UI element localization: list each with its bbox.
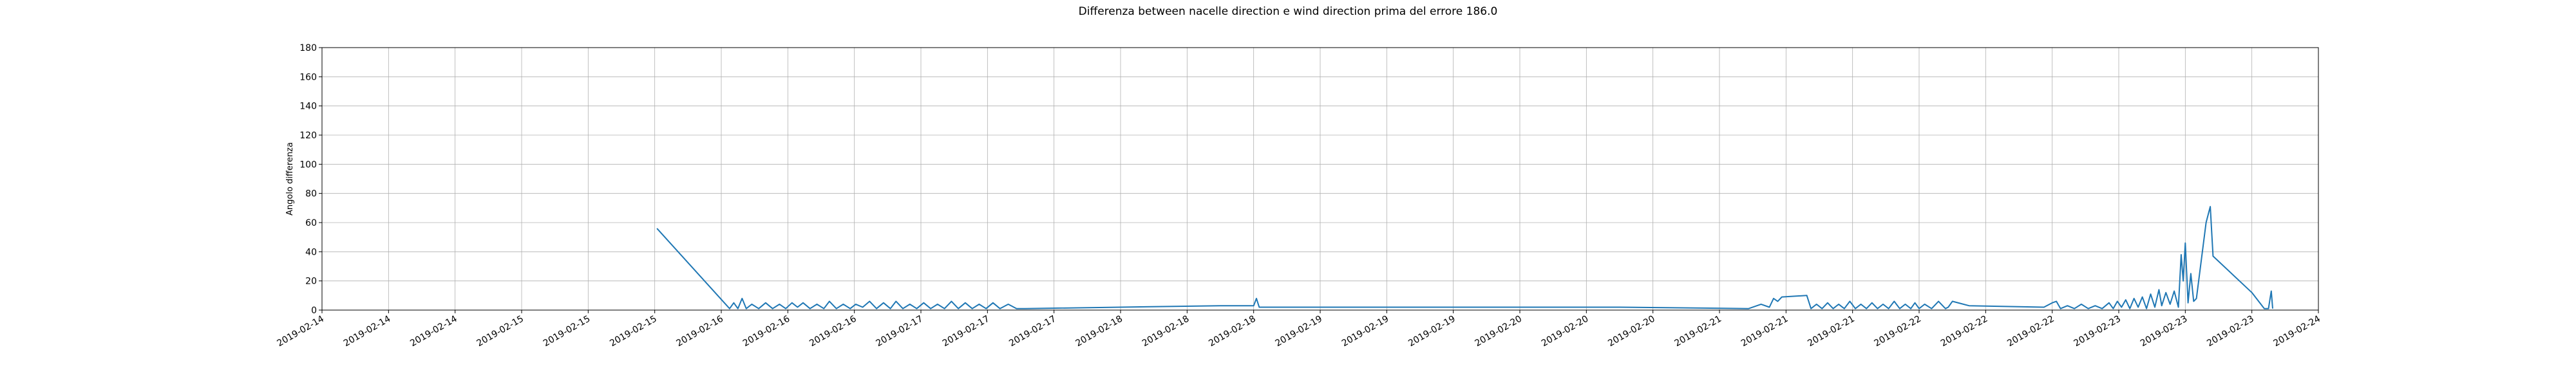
y-tick-label: 140 — [299, 102, 317, 112]
x-tick-label: 2019-02-21 — [1739, 314, 1790, 349]
y-tick-label: 80 — [305, 189, 317, 199]
y-axis-label: Angolo differenza — [285, 142, 295, 216]
y-tick-label: 0 — [311, 306, 317, 316]
y-tick-label: 120 — [299, 131, 317, 141]
x-tick-label: 2019-02-21 — [1673, 314, 1723, 349]
y-tick-label: 100 — [299, 160, 317, 170]
x-tick-label: 2019-02-23 — [2072, 314, 2123, 349]
y-tick-label: 60 — [305, 218, 317, 228]
series-group — [656, 206, 2273, 309]
x-tick-label: 2019-02-16 — [808, 314, 858, 349]
x-tick-label: 2019-02-20 — [1473, 314, 1524, 349]
y-axis-ticks: 0 20 40 60 80 100 120 140 160 180 — [299, 43, 322, 316]
x-tick-label: 2019-02-18 — [1074, 314, 1124, 349]
x-tick-label: 2019-02-22 — [2005, 314, 2056, 349]
x-tick-label: 2019-02-17 — [875, 314, 925, 349]
x-tick-label: 2019-02-15 — [475, 314, 526, 349]
x-tick-label: 2019-02-15 — [608, 314, 658, 349]
y-tick-label: 180 — [299, 43, 317, 53]
x-tick-label: 2019-02-22 — [1939, 314, 1989, 349]
x-tick-label: 2019-02-20 — [1606, 314, 1656, 349]
x-axis-ticks: 2019-02-14 2019-02-14 2019-02-14 2019-02-15… — [276, 310, 2323, 349]
x-tick-label: 2019-02-20 — [1540, 314, 1590, 349]
plot-frame — [321, 47, 2319, 311]
x-tick-label: 2019-02-19 — [1340, 314, 1390, 349]
grid — [321, 47, 2319, 311]
x-tick-label: 2019-02-23 — [2205, 314, 2255, 349]
y-tick-label: 160 — [299, 72, 317, 82]
x-tick-label: 2019-02-19 — [1406, 314, 1457, 349]
x-tick-label: 2019-02-17 — [941, 314, 991, 349]
chart-title: Differenza between nacelle direction e w… — [1079, 5, 1498, 18]
x-tick-label: 2019-02-21 — [1806, 314, 1856, 349]
x-tick-label: 2019-02-15 — [542, 314, 592, 349]
y-tick-label: 40 — [305, 247, 317, 257]
x-tick-label: 2019-02-22 — [1873, 314, 1923, 349]
y-tick-label: 20 — [305, 277, 317, 287]
x-tick-label: 2019-02-14 — [408, 314, 459, 349]
x-tick-label: 2019-02-16 — [675, 314, 726, 349]
x-tick-label: 2019-02-17 — [1007, 314, 1057, 349]
x-tick-label: 2019-02-19 — [1274, 314, 1324, 349]
x-tick-label: 2019-02-24 — [2272, 314, 2323, 349]
x-tick-label: 2019-02-14 — [276, 314, 327, 349]
x-tick-label: 2019-02-23 — [2139, 314, 2189, 349]
x-tick-label: 2019-02-14 — [342, 314, 393, 349]
x-tick-label: 2019-02-18 — [1141, 314, 1191, 349]
series-line — [656, 206, 2273, 309]
x-tick-label: 2019-02-18 — [1207, 314, 1257, 349]
x-tick-label: 2019-02-16 — [741, 314, 792, 349]
